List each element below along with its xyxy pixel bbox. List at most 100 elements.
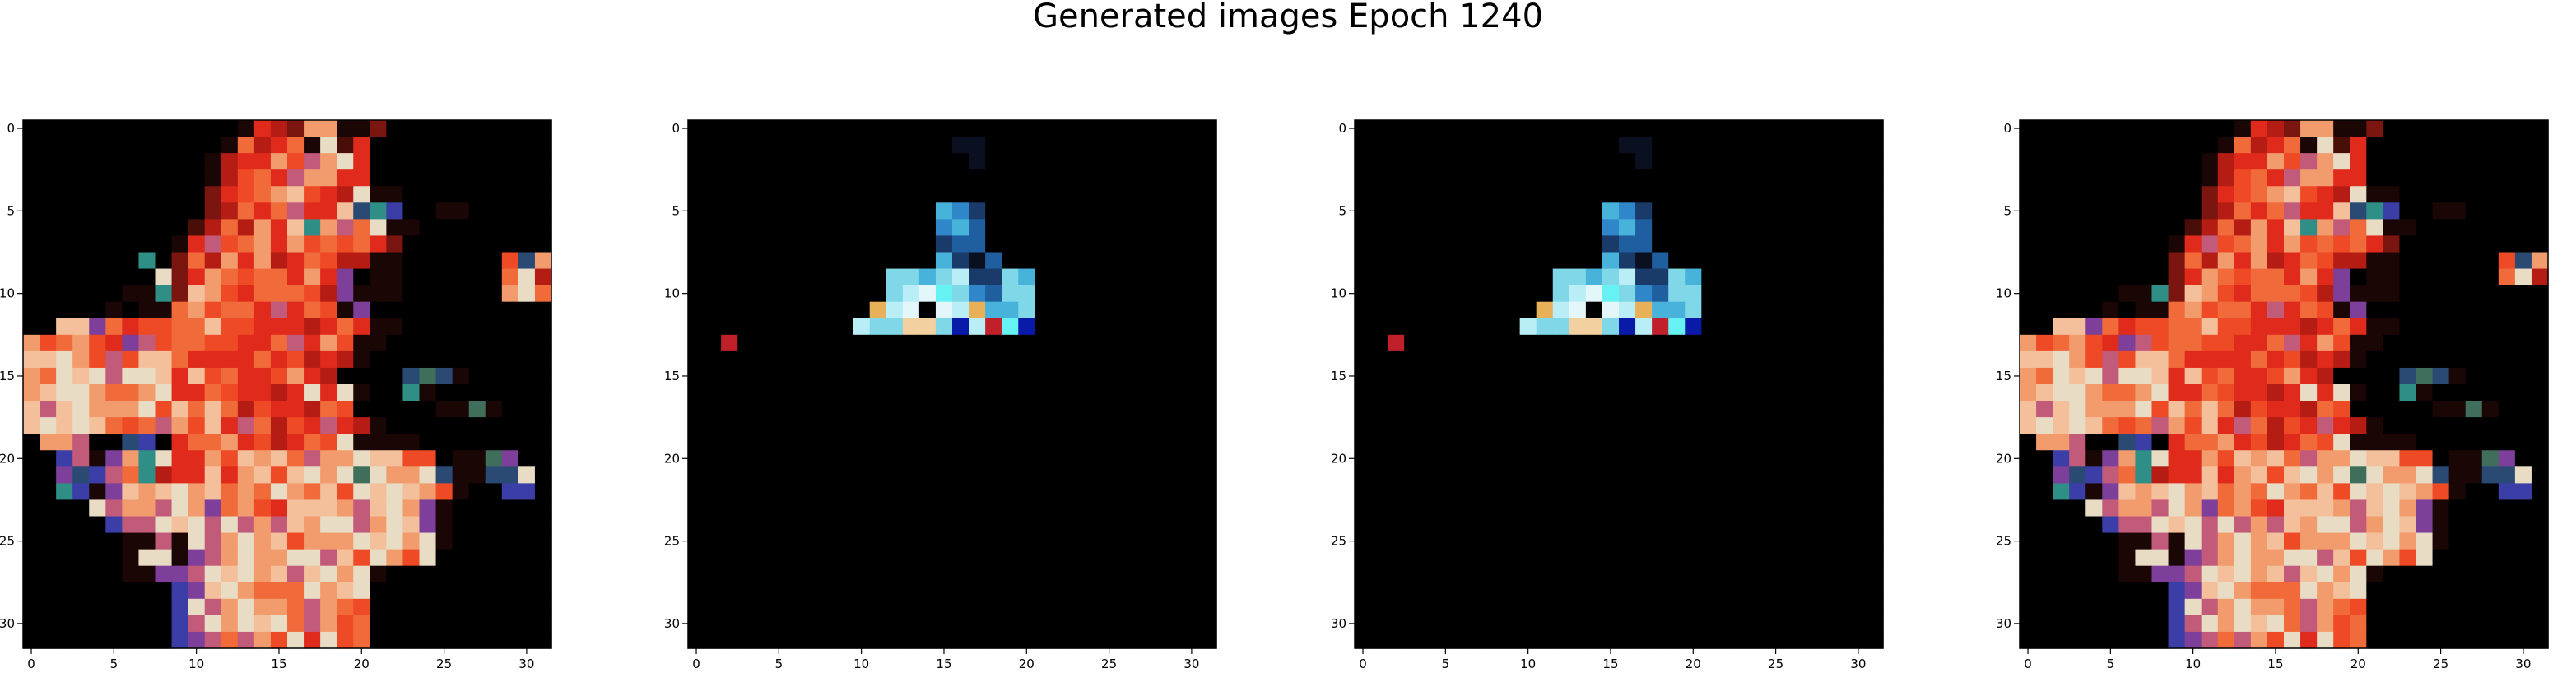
pixel-cell	[452, 268, 470, 286]
pixel-cell	[2069, 120, 2086, 137]
pixel-cell	[1536, 417, 1554, 434]
pixel-cell	[1519, 434, 1537, 451]
pixel-cell	[419, 285, 437, 303]
pixel-cell	[1355, 202, 1372, 220]
pixel-cell	[221, 169, 239, 187]
pixel-cell	[2383, 615, 2401, 633]
pixel-cell	[737, 516, 755, 534]
pixel-cell	[902, 301, 920, 319]
pixel-cell	[704, 631, 722, 649]
pixel-cell	[1701, 549, 1718, 567]
pixel-cell	[1421, 350, 1438, 369]
pixel-cell	[803, 532, 821, 550]
pixel-cell	[1536, 350, 1554, 369]
pixel-cell	[2383, 169, 2401, 187]
pixel-cell	[2217, 516, 2235, 534]
pixel-cell	[1453, 301, 1472, 319]
pixel-cell	[985, 367, 1002, 385]
pixel-cell	[2317, 615, 2334, 633]
pixel-cell	[1619, 120, 1636, 137]
pixel-cell	[969, 450, 986, 467]
pixel-cell	[1701, 120, 1718, 137]
pixel-cell	[2300, 235, 2318, 253]
pixel-cell	[138, 516, 156, 534]
pixel-cell	[188, 318, 206, 336]
pixel-cell	[820, 483, 838, 501]
pixel-cell	[270, 582, 288, 600]
pixel-cell	[1183, 252, 1201, 270]
pixel-cell	[370, 268, 387, 286]
pixel-cell	[1199, 499, 1217, 517]
pixel-cell	[501, 169, 519, 187]
pixel-cell	[2448, 384, 2467, 401]
pixel-cell	[2383, 598, 2401, 616]
pixel-cell	[1685, 219, 1702, 237]
pixel-cell	[56, 499, 73, 517]
pixel-cell	[1355, 434, 1372, 451]
pixel-cell	[320, 334, 337, 352]
pixel-cell	[1718, 565, 1736, 583]
pixel-cell	[138, 202, 156, 220]
pixel-cell	[1404, 401, 1421, 418]
pixel-cell	[253, 582, 272, 600]
pixel-cell	[1183, 598, 1201, 616]
pixel-cell	[1437, 268, 1454, 286]
pixel-cell	[435, 120, 453, 137]
pixel-cell	[2053, 268, 2070, 286]
pixel-cell	[1133, 499, 1151, 517]
pixel-cell	[2366, 235, 2383, 253]
pixel-cell	[419, 334, 437, 352]
pixel-cell	[435, 499, 453, 517]
pixel-cell	[1437, 285, 1454, 303]
pixel-cell	[1470, 268, 1488, 286]
pixel-cell	[2053, 153, 2070, 170]
pixel-cell	[501, 219, 519, 237]
pixel-cell	[1035, 434, 1052, 451]
pixel-cell	[2416, 384, 2434, 401]
pixel-cell	[2036, 417, 2053, 434]
pixel-cell	[1150, 318, 1168, 336]
pixel-cell	[485, 483, 503, 501]
pixel-cell	[237, 483, 255, 501]
pixel-cell	[320, 137, 337, 154]
pixel-cell	[1404, 120, 1421, 137]
pixel-cell	[2448, 285, 2467, 303]
pixel-cell	[2036, 318, 2053, 336]
pixel-cell	[204, 235, 222, 253]
pixel-cell	[1536, 549, 1554, 567]
pixel-cell	[2531, 582, 2549, 600]
pixel-cell	[435, 516, 453, 534]
pixel-cell	[221, 615, 239, 633]
pixel-cell	[1800, 516, 1818, 534]
pixel-cell	[23, 401, 40, 418]
pixel-cell	[534, 268, 552, 286]
pixel-cell	[1751, 202, 1769, 220]
pixel-cell	[1421, 532, 1438, 550]
pixel-cell	[1166, 384, 1184, 401]
pixel-cell	[2284, 516, 2301, 534]
pixel-cell	[518, 268, 536, 286]
pixel-cell	[770, 466, 788, 484]
pixel-cell	[1404, 417, 1421, 434]
pixel-cell	[869, 598, 887, 616]
pixel-cell	[72, 235, 90, 253]
pixel-cell	[902, 598, 920, 616]
pixel-cell	[138, 532, 156, 550]
pixel-cell	[237, 565, 255, 583]
pixel-cell	[1166, 615, 1184, 633]
pixel-cell	[2333, 350, 2350, 369]
pixel-cell	[304, 202, 321, 220]
pixel-cell	[1685, 417, 1702, 434]
pixel-cell	[969, 137, 986, 154]
pixel-cell	[770, 169, 788, 187]
pixel-cell	[435, 137, 453, 154]
pixel-cell	[253, 549, 272, 567]
pixel-cell	[704, 186, 722, 203]
pixel-cell	[985, 384, 1002, 401]
pixel-cell	[518, 334, 536, 352]
pixel-cell	[902, 334, 920, 352]
pixel-cell	[2118, 549, 2137, 567]
pixel-cell	[721, 367, 738, 385]
pixel-cell	[721, 483, 738, 501]
pixel-cell	[1371, 582, 1388, 600]
